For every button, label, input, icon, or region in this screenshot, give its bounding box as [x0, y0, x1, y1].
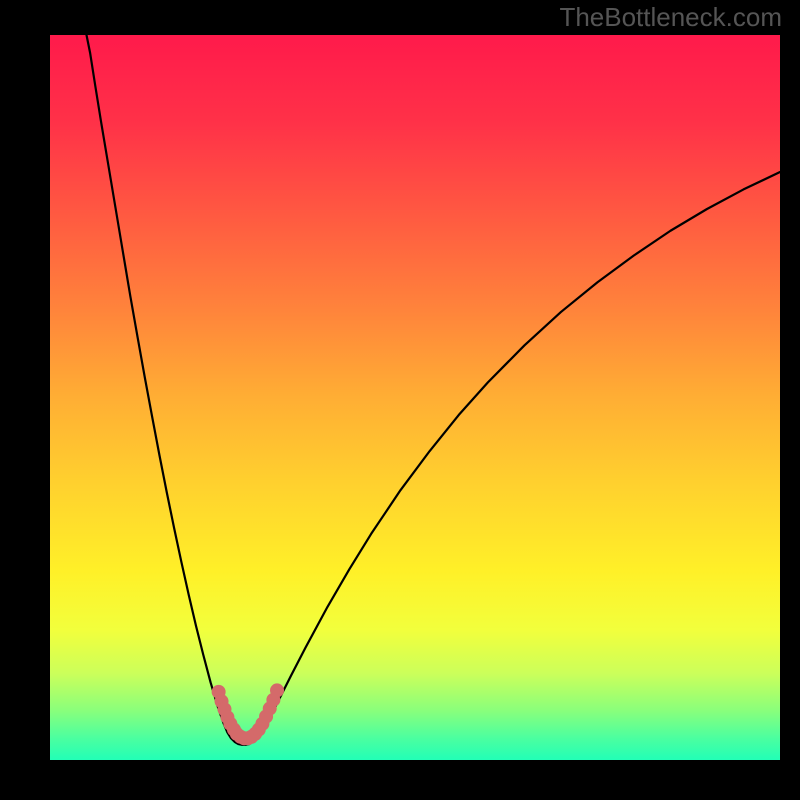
- chart-root: TheBottleneck.com: [0, 0, 800, 800]
- plot-background: [50, 35, 780, 760]
- watermark-text: TheBottleneck.com: [559, 2, 782, 33]
- curve-marker: [270, 683, 284, 697]
- chart-svg: [0, 0, 800, 800]
